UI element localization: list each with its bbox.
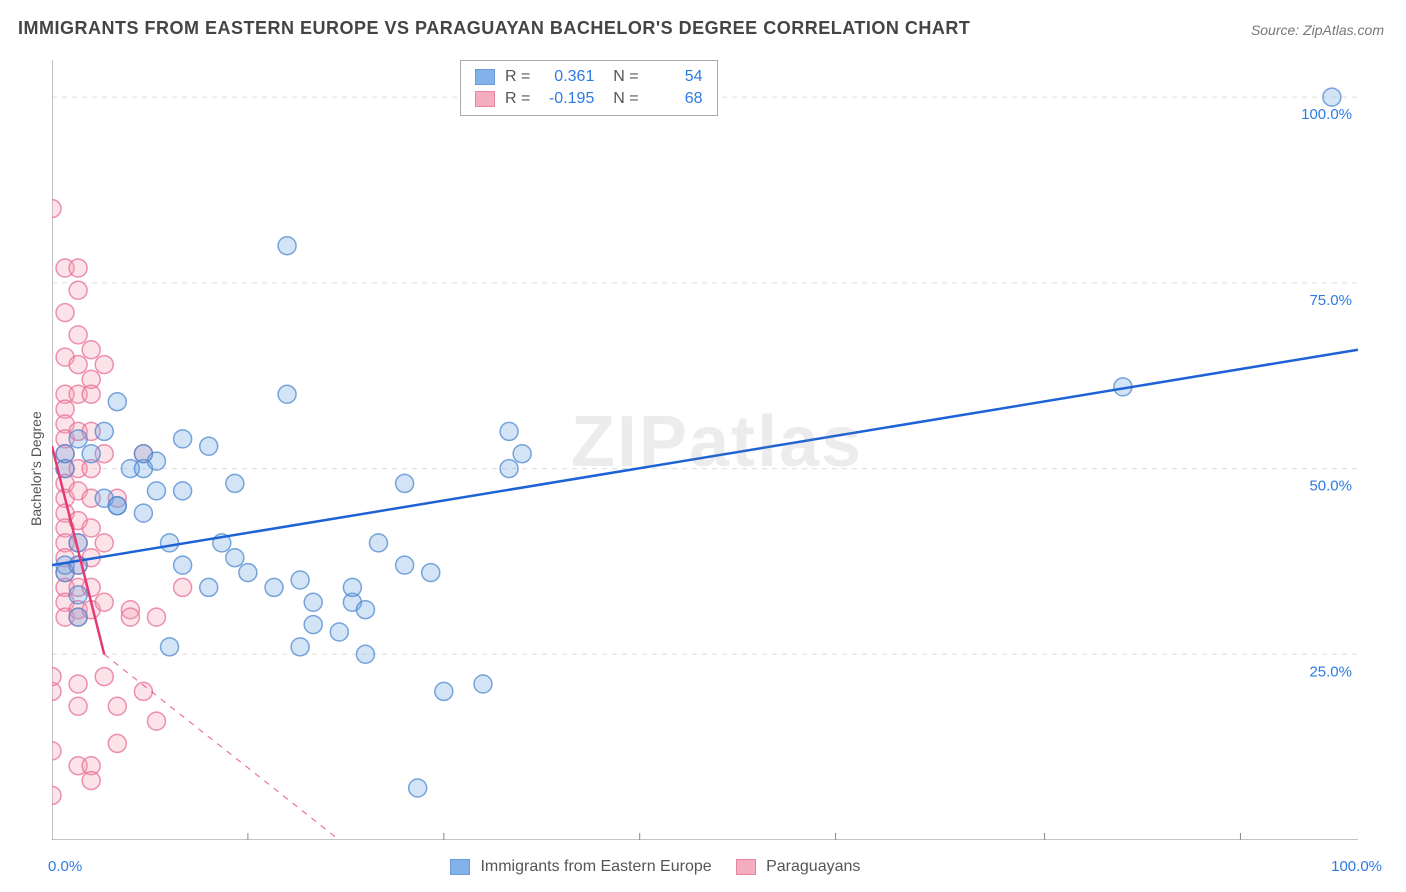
stats-row-a: R = 0.361 N = 54 <box>475 66 703 88</box>
scatter-svg: 25.0% 50.0% 75.0% 100.0% <box>52 60 1382 840</box>
legend-item-b: Paraguayans <box>736 858 861 876</box>
source-name: ZipAtlas.com <box>1303 22 1384 38</box>
x-axis-max-label: 100.0% <box>1331 858 1382 875</box>
source-label: Source: ZipAtlas.com <box>1251 22 1384 38</box>
swatch-series-b <box>475 91 495 107</box>
n-value-b: 68 <box>649 88 703 110</box>
svg-text:25.0%: 25.0% <box>1309 663 1352 680</box>
r-value-a: 0.361 <box>540 66 594 88</box>
legend-label-b: Paraguayans <box>766 858 860 875</box>
chart-title: IMMIGRANTS FROM EASTERN EUROPE VS PARAGU… <box>18 18 970 39</box>
chart-container: IMMIGRANTS FROM EASTERN EUROPE VS PARAGU… <box>0 0 1406 892</box>
plot-area: 25.0%50.0%75.0%100.0% ZIPatlas <box>52 60 1382 840</box>
r-label-b: R = <box>505 88 530 110</box>
r-label: R = <box>505 66 530 88</box>
swatch-series-a-bottom <box>450 859 470 875</box>
swatch-series-b-bottom <box>736 859 756 875</box>
source-prefix: Source: <box>1251 22 1303 38</box>
legend-item-a: Immigrants from Eastern Europe <box>450 858 712 876</box>
swatch-series-a <box>475 69 495 85</box>
y-axis-label: Bachelor's Degree <box>28 411 44 526</box>
svg-text:50.0%: 50.0% <box>1309 478 1352 495</box>
stats-row-b: R = -0.195 N = 68 <box>475 88 703 110</box>
svg-text:75.0%: 75.0% <box>1309 292 1352 309</box>
n-label: N = <box>604 66 638 88</box>
legend-label-a: Immigrants from Eastern Europe <box>480 858 711 875</box>
svg-text:100.0%: 100.0% <box>1301 106 1352 123</box>
r-value-b: -0.195 <box>540 88 594 110</box>
x-axis-min-label: 0.0% <box>48 858 82 875</box>
n-value-a: 54 <box>649 66 703 88</box>
n-label-b: N = <box>604 88 638 110</box>
series-legend: Immigrants from Eastern Europe Paraguaya… <box>450 858 860 876</box>
stats-legend: R = 0.361 N = 54 R = -0.195 N = 68 <box>460 60 718 116</box>
